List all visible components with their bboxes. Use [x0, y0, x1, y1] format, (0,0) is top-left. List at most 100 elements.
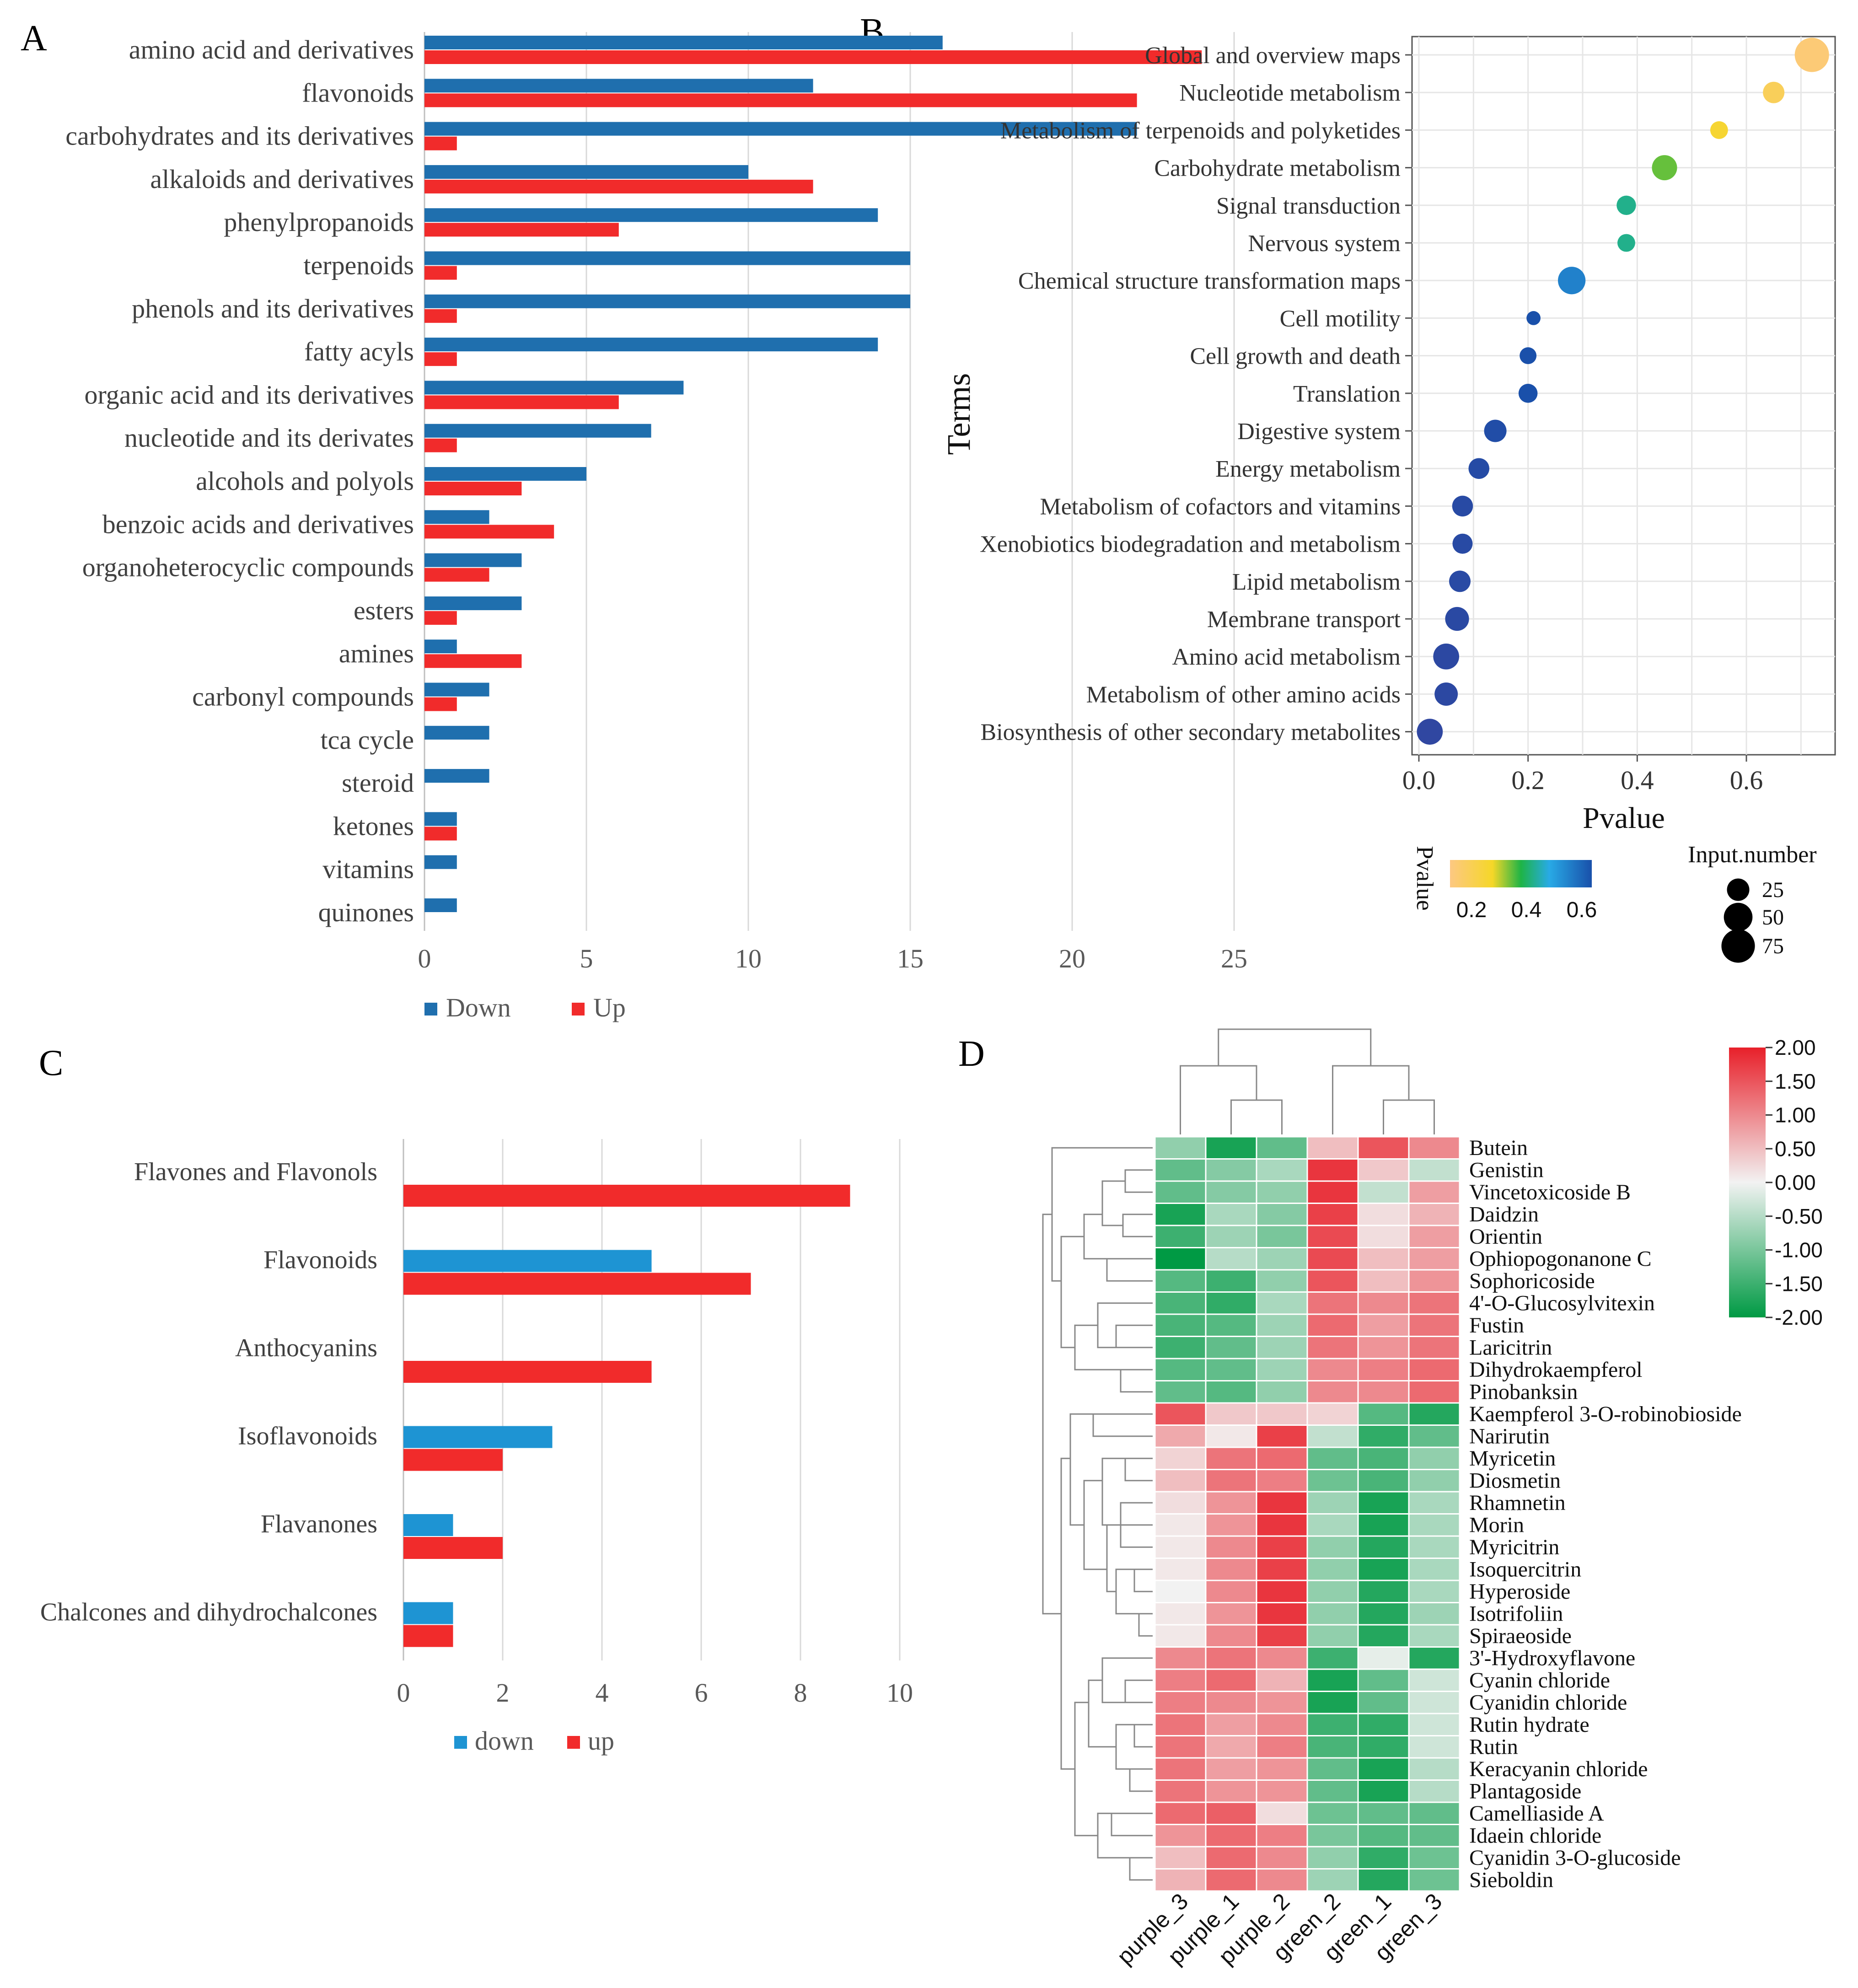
- heatmap-cell: [1154, 1868, 1207, 1892]
- heatmap-cell: [1154, 1824, 1207, 1848]
- heatmap-row-label: Orientin: [1469, 1225, 1542, 1249]
- heatmap-cell: [1205, 1646, 1257, 1670]
- heatmap-cell: [1306, 1735, 1359, 1759]
- heatmap-cell: [1408, 1469, 1461, 1493]
- heatmap-cell: [1408, 1801, 1461, 1825]
- heatmap-cell: [1306, 1313, 1359, 1337]
- heatmap-cell: [1306, 1158, 1359, 1182]
- heatmap-cell: [1154, 1424, 1207, 1448]
- heatmap-cell: [1205, 1402, 1257, 1426]
- heatmap-cell: [1306, 1868, 1359, 1892]
- heatmap-cell: [1154, 1291, 1207, 1315]
- heatmap-cell: [1357, 1469, 1410, 1493]
- heatmap-cell: [1154, 1757, 1207, 1781]
- bar-a-down: [424, 79, 813, 93]
- heatmap-cell: [1408, 1602, 1461, 1626]
- heatmap-cell: [1357, 1691, 1410, 1714]
- legend-swatch-a: [424, 1003, 437, 1015]
- colorbar-tick-label: -0.50: [1775, 1204, 1823, 1228]
- heatmap-cell: [1306, 1203, 1359, 1226]
- heatmap-cell: [1154, 1180, 1207, 1204]
- heatmap-cell: [1256, 1646, 1308, 1670]
- heatmap-cell: [1256, 1225, 1308, 1248]
- heatmap-cell: [1154, 1269, 1207, 1293]
- size-legend-label-b: 75: [1762, 934, 1784, 958]
- size-legend-dot-b: [1721, 929, 1755, 963]
- heatmap-cell: [1154, 1247, 1207, 1271]
- heatmap-cell: [1408, 1446, 1461, 1470]
- category-label-a: amines: [339, 639, 414, 668]
- heatmap-cell: [1154, 1624, 1207, 1648]
- heatmap-cell: [1256, 1668, 1308, 1692]
- bar-a-up: [424, 309, 457, 323]
- heatmap-cell: [1357, 1602, 1410, 1626]
- colorbar-tick-label: 1.00: [1775, 1103, 1816, 1127]
- heatmap-cell: [1306, 1713, 1359, 1736]
- bar-a-up: [424, 611, 457, 625]
- legend-swatch-a: [572, 1003, 585, 1015]
- heatmap-cell: [1256, 1735, 1308, 1759]
- bar-a-up: [424, 654, 522, 668]
- heatmap-cell: [1154, 1713, 1207, 1736]
- bubble-point-b: [1518, 384, 1538, 403]
- bubble-point-b: [1434, 682, 1458, 706]
- heatmap-cell: [1205, 1491, 1257, 1515]
- heatmap-cell: [1306, 1136, 1359, 1160]
- bubble-point-b: [1616, 195, 1636, 215]
- heatmap-row-label: Isotrifoliin: [1469, 1602, 1563, 1626]
- bar-a-down: [424, 510, 489, 524]
- heatmap-cell: [1256, 1602, 1308, 1626]
- heatmap-cell: [1256, 1868, 1308, 1892]
- heatmap-cell: [1357, 1336, 1410, 1359]
- heatmap-cell: [1357, 1358, 1410, 1381]
- bar-a-down: [424, 467, 586, 481]
- term-label-b: Nervous system: [1248, 231, 1401, 257]
- heatmap-cell: [1357, 1801, 1410, 1825]
- heatmap-cell: [1357, 1313, 1410, 1337]
- heatmap-cell: [1306, 1402, 1359, 1426]
- heatmap-cell: [1154, 1558, 1207, 1581]
- bubble-point-b: [1520, 347, 1537, 365]
- heatmap-cell: [1205, 1291, 1257, 1315]
- heatmap-row-label: Sieboldin: [1469, 1868, 1553, 1892]
- heatmap-cell: [1408, 1225, 1461, 1248]
- size-legend-dot-b: [1727, 878, 1750, 901]
- category-label-a: organoheterocyclic compounds: [82, 553, 414, 582]
- term-label-b: Xenobiotics biodegradation and metabolis…: [980, 532, 1401, 558]
- category-label-a: esters: [354, 596, 414, 625]
- term-label-b: Metabolism of cofactors and vitamins: [1040, 494, 1401, 520]
- heatmap-row-label: Dihydrokaempferol: [1469, 1358, 1643, 1382]
- term-label-b: Metabolism of terpenoids and polyketides: [1000, 118, 1401, 144]
- heatmap-cell: [1357, 1380, 1410, 1404]
- bar-a-down: [424, 36, 943, 49]
- panel-c-bar-chart: 0 2 4 6 8 10 Flavones and Flavonols Flavonoids A…: [40, 1139, 913, 1756]
- bar-a-down: [424, 294, 910, 308]
- term-label-b: Amino acid metabolism: [1172, 644, 1401, 670]
- bar-a-up: [424, 50, 1202, 64]
- heatmap-cell: [1256, 1247, 1308, 1271]
- heatmap-cell: [1154, 1779, 1207, 1803]
- heatmap-cell: [1357, 1668, 1410, 1692]
- heatmap-cell: [1357, 1824, 1410, 1848]
- heatmap-cell: [1357, 1580, 1410, 1603]
- heatmap-row-label: Idaein chloride: [1469, 1824, 1601, 1848]
- heatmap-cell: [1306, 1646, 1359, 1670]
- x-tick-label-a: 0: [418, 944, 431, 973]
- panel-label-d: D: [958, 1034, 985, 1074]
- heatmap-cell: [1154, 1513, 1207, 1537]
- category-label-a: fatty acyls: [304, 337, 414, 366]
- heatmap-cell: [1256, 1336, 1308, 1359]
- heatmap-cell: [1408, 1646, 1461, 1670]
- heatmap-row-label: 4'-O-Glucosylvitexin: [1469, 1291, 1655, 1316]
- category-label-a: phenols and its derivatives: [132, 294, 414, 323]
- category-label-c: Flavanones: [261, 1510, 377, 1538]
- bar-a-down: [424, 553, 522, 567]
- heatmap-cell: [1408, 1691, 1461, 1714]
- colorbar-tick-label: -2.00: [1775, 1306, 1823, 1329]
- heatmap-cell: [1357, 1158, 1410, 1182]
- heatmap-cell: [1306, 1469, 1359, 1493]
- bubble-point-b: [1710, 121, 1728, 139]
- bar-a-up: [424, 93, 1137, 107]
- heatmap-cell: [1256, 1757, 1308, 1781]
- heatmap-cell: [1205, 1446, 1257, 1470]
